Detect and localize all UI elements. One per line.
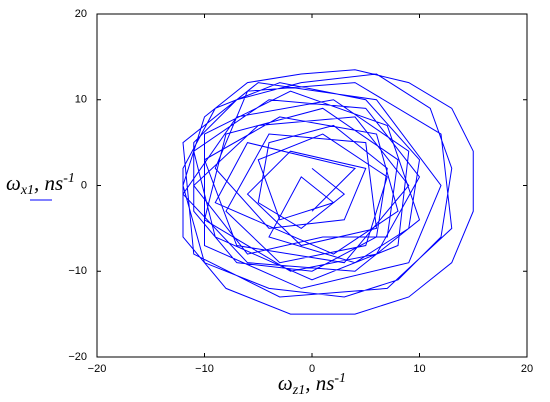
- x-tick-label: −20: [88, 363, 107, 375]
- y-tick-label: 20: [75, 8, 87, 20]
- y-label-sub: x1: [20, 183, 34, 198]
- y-label-unit: , ns: [34, 171, 63, 195]
- x-axis-label: ωz1, ns-1: [278, 371, 346, 398]
- y-label-main: ω: [6, 171, 21, 195]
- x-label-sup: -1: [334, 371, 346, 386]
- y-tick-label: −10: [68, 265, 87, 277]
- y-tick-label: 10: [75, 94, 87, 106]
- x-label-main: ω: [278, 371, 293, 395]
- y-tick-label: 0: [81, 179, 87, 191]
- x-tick-label: −10: [195, 363, 214, 375]
- trajectory-line: [182, 69, 474, 315]
- x-tick-label: 20: [521, 363, 533, 375]
- y-tick-label: −20: [68, 351, 87, 363]
- x-label-sub: z1: [292, 383, 305, 398]
- x-label-unit: , ns: [305, 371, 334, 395]
- x-tick-label: 0: [309, 363, 315, 375]
- y-label-sup: -1: [63, 171, 75, 186]
- y-axis-label: ωx1, ns-1: [6, 171, 75, 198]
- x-tick-label: 10: [413, 363, 425, 375]
